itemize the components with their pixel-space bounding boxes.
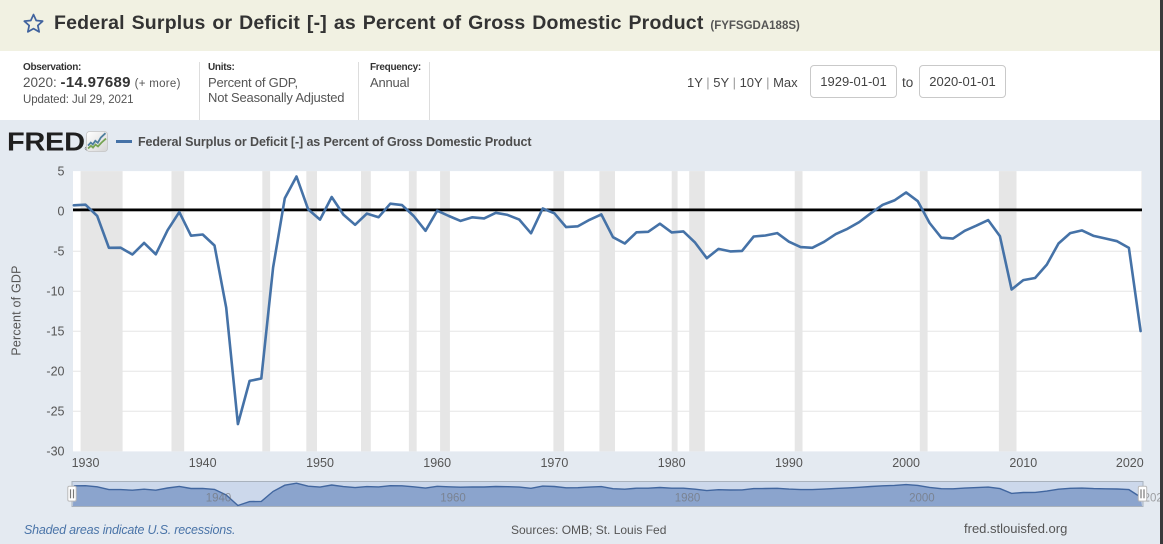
svg-text:Percent of GDP: Percent of GDP bbox=[9, 265, 23, 355]
svg-text:1930: 1930 bbox=[72, 456, 100, 470]
svg-text:-20: -20 bbox=[46, 365, 64, 379]
svg-text:1940: 1940 bbox=[189, 456, 217, 470]
svg-text:1980: 1980 bbox=[675, 492, 701, 504]
svg-text:1990: 1990 bbox=[775, 456, 803, 470]
svg-text:2000: 2000 bbox=[892, 456, 920, 470]
svg-text:2010: 2010 bbox=[1009, 456, 1037, 470]
svg-text:1960: 1960 bbox=[423, 456, 451, 470]
svg-text:1950: 1950 bbox=[306, 456, 334, 470]
svg-text:2020: 2020 bbox=[1144, 492, 1163, 504]
svg-text:1980: 1980 bbox=[658, 456, 686, 470]
svg-text:2020: 2020 bbox=[1116, 456, 1144, 470]
svg-text:-5: -5 bbox=[53, 245, 64, 259]
svg-text:-15: -15 bbox=[46, 325, 64, 339]
svg-text:-10: -10 bbox=[46, 285, 64, 299]
svg-text:5: 5 bbox=[58, 164, 65, 178]
svg-text:1970: 1970 bbox=[540, 456, 568, 470]
svg-text:-30: -30 bbox=[46, 445, 64, 459]
svg-text:-25: -25 bbox=[46, 405, 64, 419]
svg-text:1940: 1940 bbox=[206, 492, 232, 504]
svg-text:0: 0 bbox=[58, 205, 65, 219]
svg-text:2000: 2000 bbox=[909, 492, 935, 504]
svg-text:1960: 1960 bbox=[440, 492, 466, 504]
